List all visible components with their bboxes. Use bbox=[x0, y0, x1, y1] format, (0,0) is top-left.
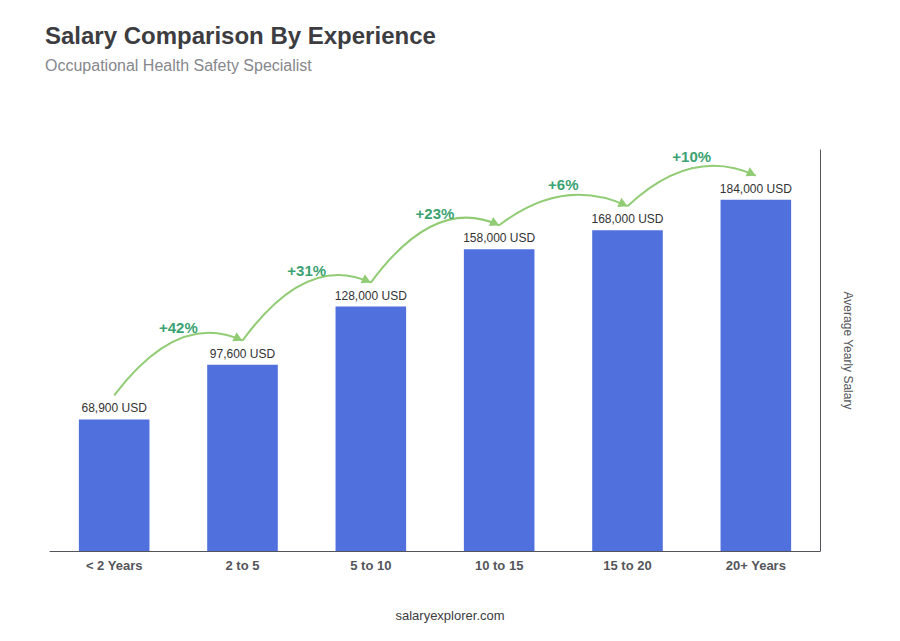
svg-text:128,000 USD: 128,000 USD bbox=[335, 289, 407, 303]
svg-text:10 to 15: 10 to 15 bbox=[475, 558, 523, 573]
svg-text:2 to 5: 2 to 5 bbox=[226, 558, 260, 573]
svg-text:158,000 USD: 158,000 USD bbox=[463, 231, 535, 245]
svg-text:15 to 20: 15 to 20 bbox=[603, 558, 651, 573]
svg-text:Average Yearly Salary: Average Yearly Salary bbox=[841, 292, 855, 410]
svg-text:Occupational Health Safety Spe: Occupational Health Safety Specialist bbox=[45, 57, 312, 74]
svg-text:+31%: +31% bbox=[287, 262, 326, 279]
svg-text:5 to 10: 5 to 10 bbox=[350, 558, 391, 573]
svg-text:+10%: +10% bbox=[672, 148, 711, 165]
svg-text:184,000 USD: 184,000 USD bbox=[720, 182, 792, 196]
svg-text:salaryexplorer.com: salaryexplorer.com bbox=[395, 608, 504, 623]
svg-text:< 2 Years: < 2 Years bbox=[86, 558, 143, 573]
svg-text:168,000 USD: 168,000 USD bbox=[591, 212, 663, 226]
svg-text:20+ Years: 20+ Years bbox=[726, 558, 786, 573]
svg-text:+23%: +23% bbox=[416, 205, 455, 222]
svg-text:+6%: +6% bbox=[548, 176, 578, 193]
svg-text:Salary Comparison By Experienc: Salary Comparison By Experience bbox=[45, 22, 436, 49]
svg-text:+42%: +42% bbox=[159, 319, 198, 336]
svg-text:68,900 USD: 68,900 USD bbox=[81, 401, 147, 415]
svg-text:97,600 USD: 97,600 USD bbox=[210, 347, 276, 361]
